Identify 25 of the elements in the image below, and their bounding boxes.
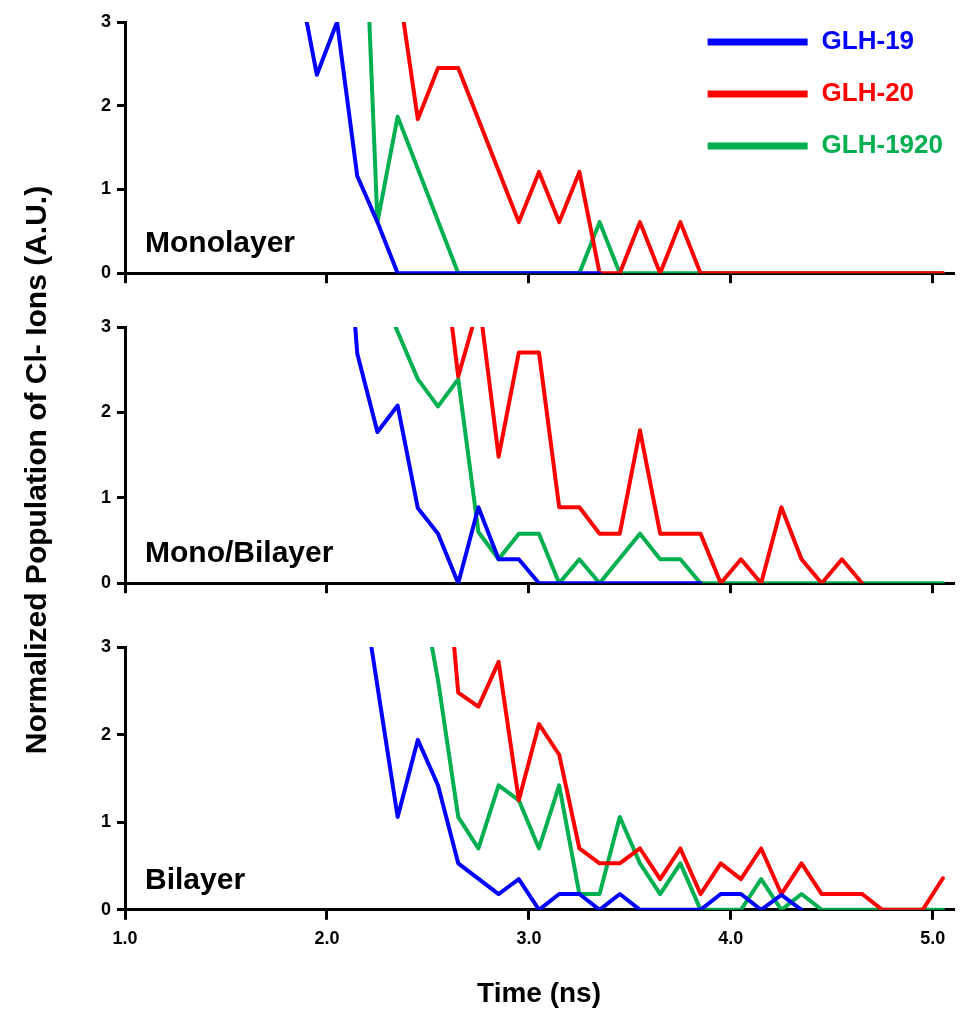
- y-tick-label: 3: [101, 10, 112, 31]
- x-tick-label: 3.0: [516, 927, 542, 948]
- annotation: Mono/Bilayer: [145, 535, 334, 569]
- y-tick-label: 2: [101, 401, 112, 422]
- y-tick-label: 3: [101, 315, 112, 336]
- y-tick-label: 1: [101, 811, 112, 832]
- y-tick-label: 3: [101, 635, 112, 656]
- y-axis-title: Normalized Population of Cl- Ions (A.U.): [19, 185, 53, 755]
- x-axis-title: Time (ns): [477, 976, 601, 1008]
- x-tick-label: 5.0: [920, 927, 946, 948]
- annotation: Monolayer: [145, 225, 296, 259]
- y-tick-label: 2: [101, 723, 112, 744]
- legend-label: GLH-19: [821, 25, 915, 56]
- annotation: Bilayer: [145, 862, 246, 896]
- x-tick-label: 2.0: [314, 927, 340, 948]
- y-tick-label: 0: [101, 898, 112, 919]
- y-tick-label: 1: [101, 486, 112, 507]
- legend-label: GLH-20: [821, 77, 915, 108]
- x-tick-label: 1.0: [112, 927, 138, 948]
- y-tick-label: 1: [101, 178, 112, 199]
- x-tick-label: 4.0: [718, 927, 744, 948]
- y-tick-label: 0: [101, 572, 112, 593]
- y-tick-label: 0: [101, 262, 112, 283]
- legend-label: GLH-1920: [821, 129, 944, 160]
- y-tick-label: 2: [101, 94, 112, 115]
